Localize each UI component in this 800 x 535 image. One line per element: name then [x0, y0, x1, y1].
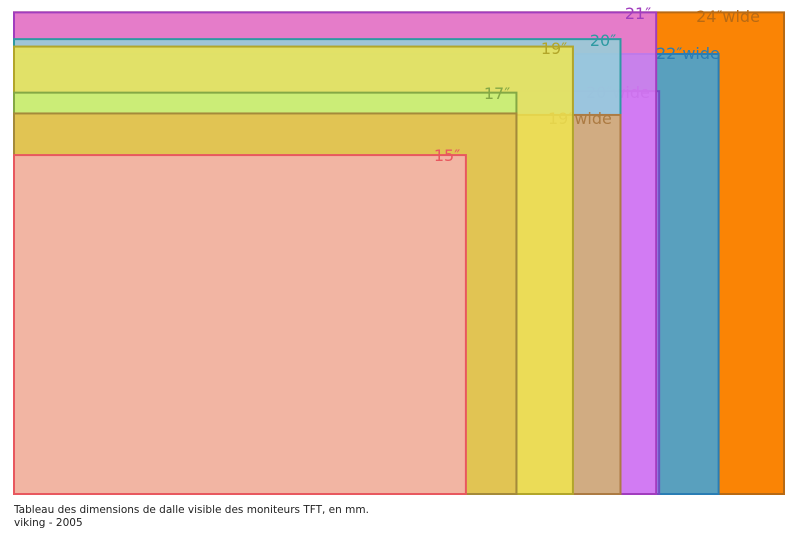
- monitor-size-diagram: 24″wide22″wide20″wide21″20″19″wide19″17″…: [0, 0, 800, 500]
- panel-label-15: 15″: [434, 146, 460, 165]
- panel-label-17: 17″: [484, 84, 510, 103]
- panel-rect-15: [14, 155, 466, 494]
- panel-label-20: 20″: [590, 31, 616, 50]
- panels-layer: 24″wide22″wide20″wide21″20″19″wide19″17″…: [14, 4, 784, 494]
- caption-title: Tableau des dimensions de dalle visible …: [14, 504, 369, 516]
- caption-credit: viking - 2005: [14, 517, 83, 529]
- panel-label-22-wide: 22″wide: [656, 44, 720, 63]
- panel-label-21: 21″: [625, 4, 651, 23]
- panel-15: 15″: [14, 146, 466, 494]
- panel-label-19: 19″: [541, 39, 567, 58]
- panel-label-24-wide: 24″wide: [696, 7, 760, 26]
